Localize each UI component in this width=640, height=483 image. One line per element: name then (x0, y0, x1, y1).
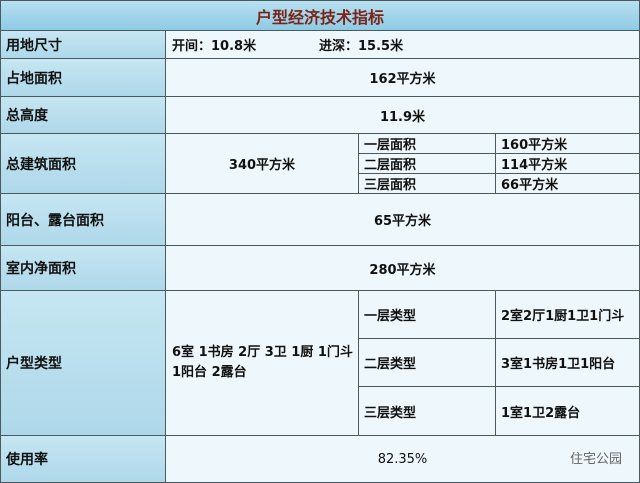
sub-value: 2室2厅1厨1卫1门斗 (495, 290, 640, 339)
row-label: 室内净面积 (0, 245, 166, 291)
row-value: 11.9米 (165, 96, 640, 134)
sub-label: 二层面积 (358, 153, 496, 174)
sub-label: 一层面积 (358, 133, 496, 154)
sub-value: 114平方米 (495, 153, 640, 174)
sub-label: 三层类型 (358, 386, 496, 436)
row-value: 开间：10.8米 进深：15.5米 (165, 30, 640, 59)
row-value: 280平方米 (165, 245, 640, 291)
row-label: 用地尺寸 (0, 30, 166, 59)
row-label: 户型类型 (0, 290, 166, 436)
watermark: 住宅公园 (569, 452, 622, 467)
sub-value: 3室1书房1卫1阳台 (495, 338, 640, 387)
sub-value: 160平方米 (495, 133, 640, 154)
row-label: 总建筑面积 (0, 133, 166, 194)
site-width: 开间：10.8米 (172, 39, 257, 54)
sub-label: 一层类型 (358, 290, 496, 339)
title: 户型经济技术指标 (0, 0, 640, 31)
sub-label: 二层类型 (358, 338, 496, 387)
sub-value: 66平方米 (495, 173, 640, 194)
row-value: 82.35% (165, 435, 640, 483)
row-label: 总高度 (0, 96, 166, 134)
row-value: 65平方米 (165, 193, 640, 246)
site-depth: 进深：15.5米 (319, 39, 404, 54)
row-value: 162平方米 (165, 58, 640, 97)
sub-label: 三层面积 (358, 173, 496, 194)
row-label: 占地面积 (0, 58, 166, 97)
row-label: 阳台、露台面积 (0, 193, 166, 246)
row-value: 6室 1书房 2厅 3卫 1厨 1门斗 1阳台 2露台 (165, 290, 359, 436)
row-value: 340平方米 (165, 133, 359, 194)
row-label: 使用率 (0, 435, 166, 483)
sub-value: 1室1卫2露台 (495, 386, 640, 436)
